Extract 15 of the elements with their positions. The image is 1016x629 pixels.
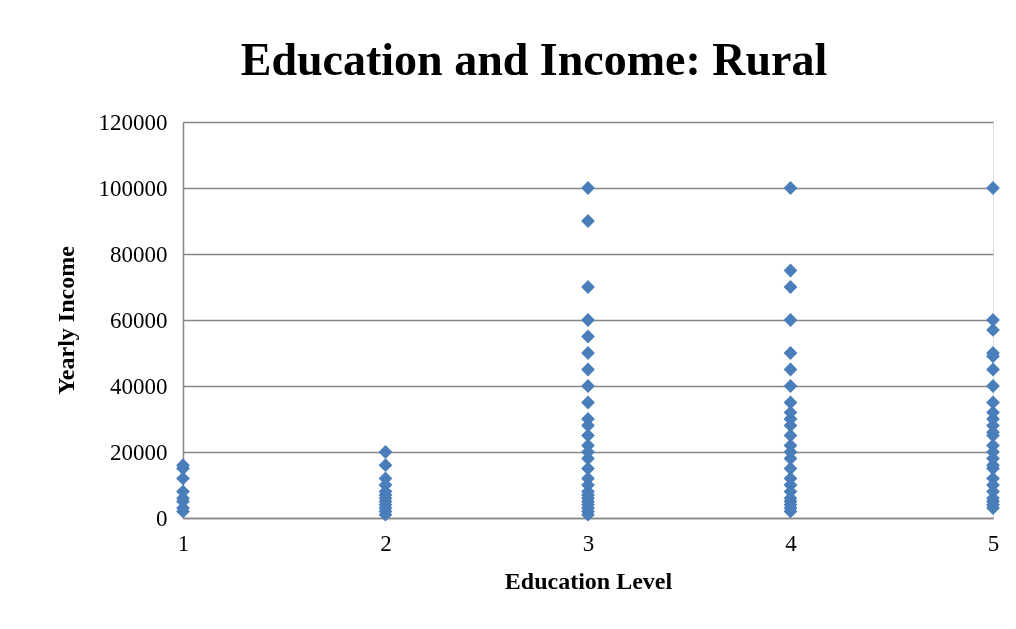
- x-tick-label: 1: [177, 530, 190, 556]
- x-tick-label: 4: [785, 530, 798, 556]
- y-tick-label: 60000: [110, 307, 168, 333]
- x-axis-title: Education Level: [504, 567, 673, 594]
- y-tick-label: 0: [156, 505, 168, 531]
- y-tick-label: 100000: [98, 175, 168, 201]
- x-tick-label: 3: [582, 530, 595, 556]
- x-tick-label: 5: [987, 530, 1000, 556]
- y-tick-label: 80000: [110, 241, 168, 267]
- chart-title: Education and Income: Rural: [240, 34, 828, 85]
- y-axis-title: Yearly Income: [52, 245, 79, 395]
- y-tick-label: 20000: [110, 439, 168, 465]
- y-tick-label: 120000: [98, 109, 168, 135]
- y-tick-label: 40000: [110, 373, 168, 399]
- x-tick-label: 2: [380, 530, 392, 556]
